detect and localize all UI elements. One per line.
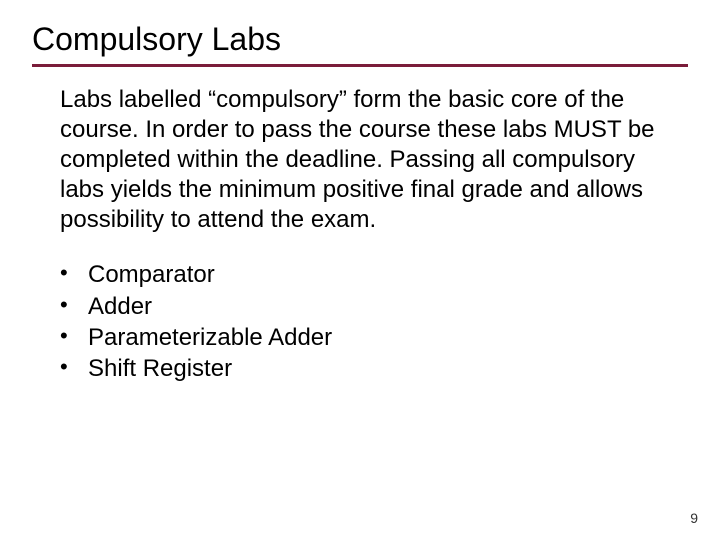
list-item: Adder — [60, 291, 688, 322]
title-underline — [32, 64, 688, 67]
page-number: 9 — [690, 510, 698, 526]
list-item: Shift Register — [60, 353, 688, 384]
list-item: Comparator — [60, 259, 688, 290]
slide: Compulsory Labs Labs labelled “compulsor… — [0, 0, 720, 540]
slide-body: Labs labelled “compulsory” form the basi… — [60, 85, 660, 235]
list-item: Parameterizable Adder — [60, 322, 688, 353]
slide-title: Compulsory Labs — [32, 20, 688, 58]
bullet-list: Comparator Adder Parameterizable Adder S… — [60, 259, 688, 384]
